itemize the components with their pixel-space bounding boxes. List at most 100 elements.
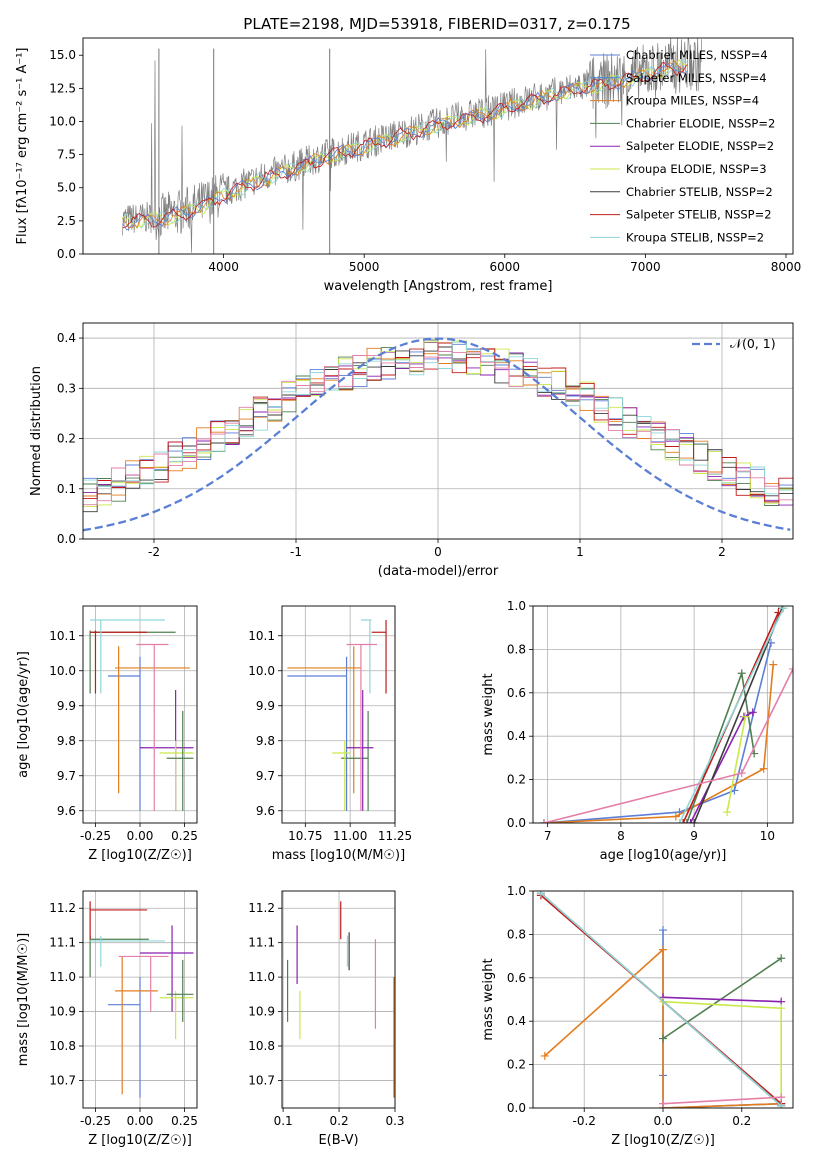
y-tick-label: 10.7 [49,1073,76,1087]
legend-entry: Chabrier STELIB, NSSP=2 [626,185,773,199]
y-tick-label: 0.3 [57,381,76,395]
series-marker [737,669,746,678]
y-axis-label: Flux [fλ10⁻¹⁷ erg cm⁻² s⁻¹ A⁻¹] [15,48,30,245]
axes-frame [532,605,794,824]
data-point [332,740,351,811]
series-marker [536,891,545,898]
series-marker [723,808,732,817]
y-tick-label: 9.7 [256,769,275,783]
x-tick-label: 0.2 [732,1114,751,1128]
plot-age-vs-Z: -0.25 0.00 0.25 9.6 9.7 9.8 9.9 10.0 10.1 Z [log1… [16,605,198,863]
x-tick-label: 7000 [630,260,661,274]
data-point [115,646,190,794]
axes-frame [82,37,794,255]
series-marker [690,819,699,823]
y-tick-label: 15.0 [49,48,76,62]
x-tick-label: 6000 [490,260,521,274]
y-tick-label: 9.9 [256,699,275,713]
data-point [90,619,165,694]
series-marker [779,606,788,613]
axes-frame [82,605,198,824]
y-tick-label: 0.4 [507,1014,526,1028]
series-marker [777,1004,786,1013]
y-tick-label: 0.0 [507,816,526,830]
legend-entry: Kroupa STELIB, NSSP=2 [626,230,764,244]
data-point [287,656,348,811]
x-tick-label: 9 [690,829,698,843]
y-tick-label: 10.1 [248,629,275,643]
series-marker [671,812,680,821]
x-axis-label: Z [log10(Z/Z☉)] [88,1133,192,1148]
data-point [166,711,194,811]
spectrum-model-line [122,59,688,230]
y-tick-label: 11.0 [49,970,76,984]
y-tick-label: 0.4 [507,729,526,743]
series-marker [777,1093,786,1102]
y-tick-label: 10.1 [49,629,76,643]
axes-frame [532,890,794,1109]
plot-age-vs-mass: 10.75 11.00 11.25 9.6 9.7 9.8 9.9 10.0 10.1 mass … [248,605,412,863]
series-line [693,607,783,823]
plot-spectrum: 4000 5000 6000 7000 8000 0.0 2.5 5.0 7.5 10.0 12.5… [15,15,801,294]
legend-entry: Chabrier ELODIE, NSSP=2 [626,116,775,130]
y-tick-label: 0.6 [507,971,526,985]
legend-entry: Salpeter ELODIE, NSSP=2 [626,139,774,153]
x-tick-label: 0.25 [171,829,198,843]
y-tick-label: 0.0 [57,532,76,546]
plot-area-age-vs-Z [89,619,194,811]
x-tick-label: -1 [290,545,302,559]
y-tick-label: 10.8 [248,1039,275,1053]
y-axis-label: mass weight [481,673,496,755]
y-tick-label: 9.8 [57,734,76,748]
data-point [346,690,374,811]
series-line [678,607,785,823]
plot-residuals: -2 -1 0 1 2 0.0 0.1 0.2 0.3 0.4 (data-model)/error… [29,322,794,579]
x-tick-label: 0.0 [653,1114,672,1128]
x-tick-label: 0 [434,545,442,559]
series-marker [777,954,786,963]
data-point [107,656,141,811]
spectrum-data-line [122,38,702,253]
histogram-step [83,350,793,506]
x-tick-label: 0.3 [385,1114,404,1128]
x-axis-label: E(B-V) [318,1133,358,1148]
x-tick-label: 10.75 [288,829,322,843]
series-marker [686,819,695,823]
y-tick-label: 7.5 [57,148,76,162]
x-tick-label: -0.2 [573,1114,596,1128]
x-tick-label: 11.00 [333,829,367,843]
y-axis-label: Normed distribution [29,366,44,496]
x-tick-label: 0.2 [330,1114,349,1128]
x-tick-label: 0.00 [127,1114,154,1128]
axes-frame [82,890,198,1109]
series-marker [748,708,757,717]
plot-area-massweight-vs-Z [536,891,786,1108]
x-tick-label: 11.25 [378,829,412,843]
y-tick-label: 9.6 [57,804,76,818]
legend-entry: Salpeter STELIB, NSSP=2 [626,208,772,222]
data-point [90,630,148,694]
y-tick-label: 0.4 [57,331,76,345]
series-marker [679,819,688,823]
series-marker [759,764,768,773]
plot-mass-vs-EBV: 0.1 0.2 0.3 10.7 10.8 10.9 11.0 11.1 11.2 E(B-V) [248,890,405,1148]
y-tick-label: 1.0 [507,884,526,898]
x-tick-label: 4000 [208,260,239,274]
data-point [118,955,169,1012]
data-point [89,901,148,940]
data-point [346,643,378,811]
gaussian-curve [83,337,791,532]
plot-massweight-vs-age: 7 8 9 10 0.0 0.2 0.4 0.6 0.8 1.0 age [log10(age/yr… [481,599,794,863]
y-tick-label: 9.6 [256,804,275,818]
series-marker [659,926,667,935]
x-tick-label: 10 [760,829,775,843]
series-marker [777,1101,786,1108]
y-tick-label: 12.5 [49,81,76,95]
x-tick-label: 5000 [349,260,380,274]
y-tick-label: 9.8 [256,734,275,748]
x-tick-label: 2 [718,545,726,559]
plot-area-residuals [83,337,793,532]
x-axis-label: Z [log10(Z/Z☉)] [611,1133,715,1148]
legend-entry: Chabrier MILES, NSSP=4 [626,48,768,62]
y-tick-label: 11.1 [248,936,275,950]
